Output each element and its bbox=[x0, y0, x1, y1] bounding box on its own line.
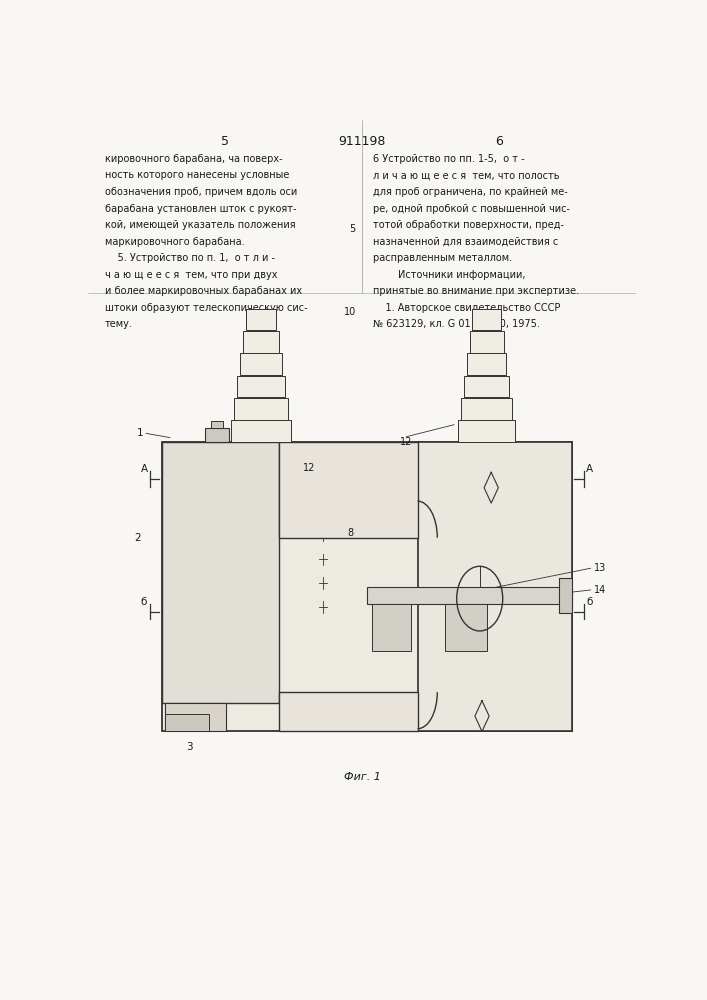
Bar bbox=[243, 331, 279, 353]
Bar bbox=[162, 442, 572, 731]
Text: Источники информации,: Источники информации, bbox=[373, 270, 526, 280]
Text: 45678: 45678 bbox=[474, 427, 499, 436]
Text: 13: 13 bbox=[594, 563, 606, 573]
Bar bbox=[211, 421, 223, 428]
Text: 90123: 90123 bbox=[474, 404, 499, 413]
Bar bbox=[246, 309, 276, 330]
Text: 12345: 12345 bbox=[474, 382, 499, 391]
Text: № 623129, кл. G 01 N 1/10, 1975.: № 623129, кл. G 01 N 1/10, 1975. bbox=[373, 319, 540, 329]
Text: 2: 2 bbox=[134, 533, 141, 543]
Text: ре, одной пробкой с повышенной чис-: ре, одной пробкой с повышенной чис- bbox=[373, 204, 571, 214]
Bar bbox=[469, 331, 503, 353]
Bar bbox=[231, 420, 291, 442]
Text: 5. Устройство по п. 1,  о т л и -: 5. Устройство по п. 1, о т л и - bbox=[105, 253, 275, 263]
Bar bbox=[162, 442, 279, 703]
Bar bbox=[467, 353, 506, 375]
Text: 6 Устройство по пп. 1-5,  о т -: 6 Устройство по пп. 1-5, о т - bbox=[373, 154, 525, 164]
Bar bbox=[464, 376, 509, 397]
Text: ч а ю щ е е с я  тем, что при двух: ч а ю щ е е с я тем, что при двух bbox=[105, 270, 277, 280]
Text: 3: 3 bbox=[187, 742, 193, 752]
Text: принятые во внимание при экспертизе.: принятые во внимание при экспертизе. bbox=[373, 286, 580, 296]
Bar bbox=[418, 442, 572, 731]
Text: штоки образуют телескопическую сис-: штоки образуют телескопическую сис- bbox=[105, 303, 308, 313]
Text: ность которого нанесены условные: ность которого нанесены условные bbox=[105, 170, 289, 180]
Text: маркировочного барабана.: маркировочного барабана. bbox=[105, 237, 245, 247]
Text: назначенной для взаимодействия с: назначенной для взаимодействия с bbox=[373, 237, 559, 247]
Bar bbox=[372, 604, 411, 651]
Text: л и ч а ю щ е е с я  тем, что полость: л и ч а ю щ е е с я тем, что полость bbox=[373, 170, 560, 180]
Text: 12345: 12345 bbox=[249, 427, 274, 436]
Text: 12: 12 bbox=[400, 437, 412, 447]
Text: 5: 5 bbox=[221, 135, 229, 148]
Text: 56789: 56789 bbox=[474, 315, 499, 324]
Text: 8: 8 bbox=[348, 528, 354, 538]
Bar bbox=[165, 703, 226, 731]
Bar bbox=[472, 309, 501, 330]
Text: и более маркировочных барабанах их: и более маркировочных барабанах их bbox=[105, 286, 302, 296]
Text: для проб ограничена, по крайней ме-: для проб ограничена, по крайней ме- bbox=[373, 187, 568, 197]
Text: кировочного барабана, ча поверх-: кировочного барабана, ча поверх- bbox=[105, 154, 282, 164]
Bar bbox=[234, 398, 288, 420]
Text: 34567: 34567 bbox=[249, 382, 274, 391]
Text: тотой обработки поверхности, пред-: тотой обработки поверхности, пред- bbox=[373, 220, 564, 230]
Text: 6: 6 bbox=[496, 135, 503, 148]
Text: 911198: 911198 bbox=[339, 135, 386, 148]
Text: 10: 10 bbox=[344, 307, 356, 317]
Bar bbox=[238, 376, 285, 397]
Text: 67890: 67890 bbox=[249, 360, 274, 369]
Bar bbox=[559, 578, 572, 613]
Text: 01234: 01234 bbox=[474, 360, 499, 369]
Text: 12: 12 bbox=[303, 463, 315, 473]
Text: Фиг. 1: Фиг. 1 bbox=[344, 772, 381, 782]
Bar bbox=[458, 420, 515, 442]
Text: кой, имеющей указатель положения: кой, имеющей указатель положения bbox=[105, 220, 296, 230]
Text: 89012: 89012 bbox=[474, 337, 499, 346]
Text: А: А bbox=[141, 464, 148, 474]
Text: 1: 1 bbox=[137, 428, 144, 438]
Text: барабана установлен шток с рукоят-: барабана установлен шток с рукоят- bbox=[105, 204, 296, 214]
Bar bbox=[279, 442, 418, 538]
Bar bbox=[279, 692, 418, 731]
Text: обозначения проб, причем вдоль оси: обозначения проб, причем вдоль оси bbox=[105, 187, 297, 197]
Bar bbox=[165, 714, 209, 731]
Bar bbox=[240, 353, 282, 375]
Bar bbox=[445, 604, 486, 651]
Text: 56789: 56789 bbox=[249, 404, 274, 413]
Text: А: А bbox=[586, 464, 593, 474]
Bar bbox=[367, 587, 572, 604]
Text: тему.: тему. bbox=[105, 319, 133, 329]
Text: 1. Авторское свидетельство СССР: 1. Авторское свидетельство СССР bbox=[373, 303, 561, 313]
Bar bbox=[205, 428, 229, 442]
Text: 1234: 1234 bbox=[251, 315, 271, 324]
Text: б: б bbox=[141, 597, 147, 607]
Text: 23456: 23456 bbox=[249, 337, 274, 346]
Text: б: б bbox=[587, 597, 593, 607]
Text: 14: 14 bbox=[594, 585, 606, 595]
Bar bbox=[461, 398, 513, 420]
Text: 5: 5 bbox=[349, 224, 356, 234]
Text: расправленным металлом.: расправленным металлом. bbox=[373, 253, 513, 263]
